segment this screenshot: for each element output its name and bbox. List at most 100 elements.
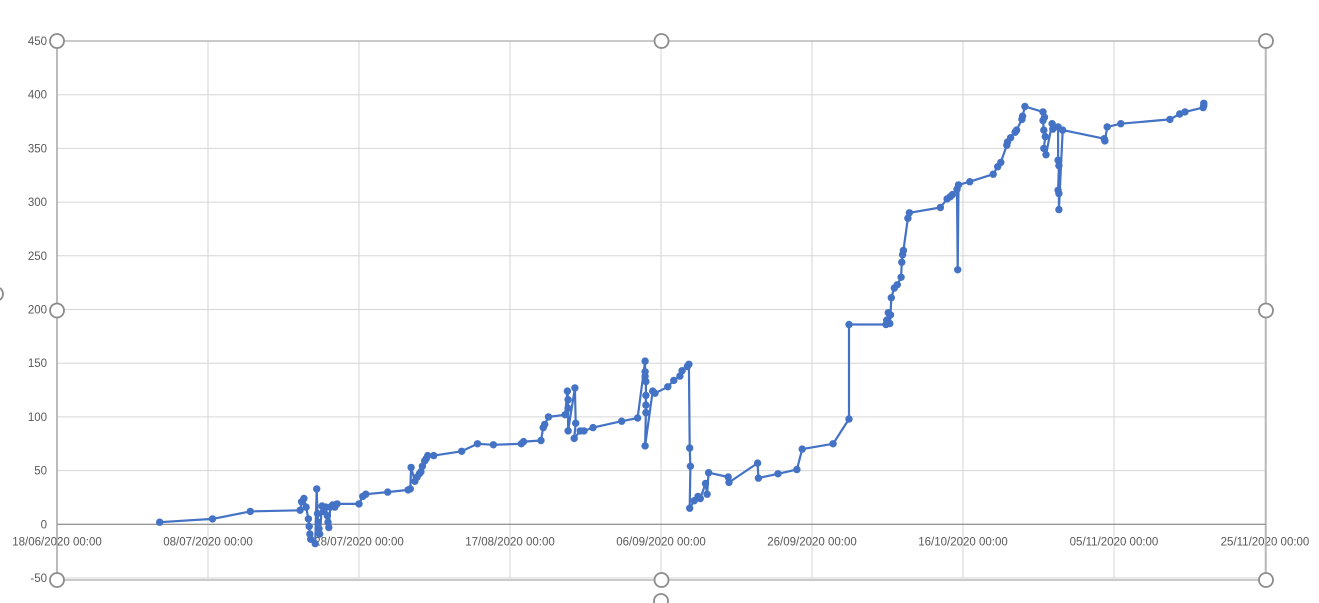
data-point-marker (572, 419, 580, 427)
data-point-marker (642, 377, 650, 386)
data-point-marker (1041, 132, 1050, 141)
data-point-marker (544, 413, 553, 421)
data-point-marker (1181, 108, 1189, 116)
selection-handle-top-right[interactable] (1258, 33, 1274, 49)
data-point-marker (1018, 112, 1027, 120)
data-point-marker (1006, 134, 1015, 142)
data-point-marker (1048, 120, 1056, 128)
data-point-marker (1054, 156, 1062, 164)
data-point-marker (384, 488, 392, 496)
y-tick-label: 150 (28, 358, 47, 370)
data-point-marker (311, 539, 319, 548)
data-series (156, 99, 1208, 548)
data-point-marker (829, 440, 837, 448)
data-point-marker (489, 441, 498, 449)
data-point-marker (302, 503, 310, 511)
data-point-marker (753, 459, 762, 467)
data-point-marker (473, 440, 482, 448)
selection-handle-partial[interactable] (0, 287, 4, 301)
data-point-marker (642, 391, 650, 400)
data-point-marker (678, 367, 686, 375)
data-point-marker (1103, 123, 1111, 131)
selection-handle-top-center[interactable] (653, 33, 670, 49)
data-point-marker (333, 500, 341, 508)
data-point-marker (406, 485, 414, 493)
data-point-marker (954, 181, 963, 189)
data-point-marker (1040, 126, 1048, 134)
data-point-marker (1039, 116, 1047, 125)
data-point-marker (701, 479, 710, 488)
data-point-marker (316, 530, 324, 538)
gridlines (57, 40, 1266, 579)
data-point-marker (300, 494, 308, 503)
selection-handle-top-left[interactable] (49, 33, 65, 49)
selection-handle-middle-left[interactable] (49, 302, 65, 319)
y-tick-label: 450 (28, 36, 47, 48)
selection-handle-bottom-center[interactable] (653, 572, 670, 588)
y-tick-label: 0 (41, 519, 47, 531)
selection-handle-bottom-left[interactable] (49, 572, 65, 588)
data-point-marker (685, 360, 693, 368)
data-point-marker (315, 524, 323, 533)
data-point-marker (1042, 151, 1050, 159)
data-point-marker (564, 404, 572, 412)
data-point-marker (564, 427, 572, 435)
data-point-marker (905, 209, 914, 217)
data-point-marker (156, 518, 164, 526)
data-point-marker (1040, 144, 1048, 153)
data-point-marker (642, 408, 650, 417)
data-point-marker (725, 478, 733, 487)
y-tick-label: 50 (34, 466, 47, 478)
x-axis-tick-labels: 18/06/2020 00:00 08/07/2020 00:00 28/07/20… (12, 536, 1309, 548)
data-point-marker (774, 470, 782, 478)
x-tick-label: 08/07/2020 00:00 (163, 536, 253, 548)
data-point-marker (1117, 120, 1125, 128)
data-point-marker (355, 500, 363, 508)
x-tick-label: 06/09/2020 00:00 (616, 536, 706, 548)
selection-handle-middle-right[interactable] (1258, 302, 1274, 319)
data-point-marker (1055, 189, 1063, 198)
data-point-marker (641, 372, 649, 380)
data-point-marker (845, 320, 853, 329)
data-point-marker (948, 190, 957, 199)
data-point-marker (754, 474, 763, 482)
data-point-marker (686, 504, 694, 512)
data-point-marker (362, 490, 370, 498)
data-point-marker (246, 507, 254, 516)
x-tick-label: 16/10/2020 00:00 (918, 536, 1008, 548)
data-point-marker (1059, 126, 1067, 134)
selection-handle-bottom-right[interactable] (1258, 572, 1274, 588)
selection-handles[interactable] (0, 33, 1274, 603)
data-point-marker (313, 509, 322, 518)
series-line (158, 102, 1205, 545)
data-point-marker (696, 494, 704, 503)
data-point-marker (1101, 137, 1109, 145)
data-point-marker (1055, 161, 1063, 170)
data-point-marker (642, 401, 650, 409)
data-point-marker (570, 434, 578, 443)
x-tick-label: 25/11/2020 00:00 (1221, 536, 1310, 548)
data-point-marker (897, 273, 905, 281)
data-point-marker (641, 357, 649, 365)
data-point-marker (936, 203, 945, 212)
data-point-marker (633, 414, 642, 422)
data-point-marker (966, 178, 974, 186)
data-point-marker (564, 396, 572, 404)
data-point-marker (1200, 101, 1208, 110)
data-point-marker (651, 389, 659, 397)
data-point-marker (899, 246, 908, 255)
selection-handle-partial[interactable] (653, 593, 669, 603)
data-point-marker (1055, 205, 1063, 214)
data-point-marker (325, 523, 333, 532)
data-point-marker (664, 383, 672, 391)
y-tick-label: 350 (28, 143, 47, 155)
data-point-marker (893, 281, 901, 289)
data-point-marker (686, 444, 694, 452)
data-point-marker (989, 170, 997, 178)
data-point-marker (793, 465, 801, 474)
data-point-marker (887, 294, 895, 302)
data-point-marker (458, 447, 466, 455)
data-point-marker (589, 423, 597, 432)
data-point-marker (703, 490, 711, 498)
